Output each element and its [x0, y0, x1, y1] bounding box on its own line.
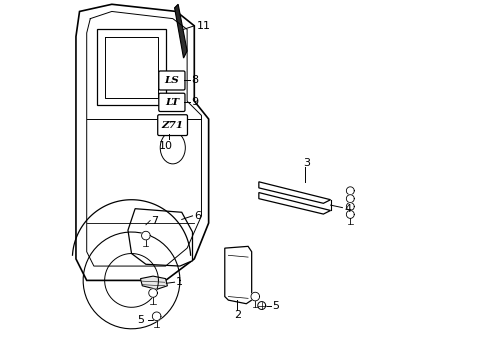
FancyBboxPatch shape	[158, 115, 187, 135]
Text: 6: 6	[194, 211, 201, 221]
Text: 5: 5	[271, 301, 278, 311]
Polygon shape	[258, 182, 330, 203]
Polygon shape	[346, 211, 353, 219]
Text: 2: 2	[234, 310, 241, 320]
Text: 3: 3	[303, 158, 310, 168]
Ellipse shape	[160, 132, 185, 164]
FancyBboxPatch shape	[159, 71, 184, 90]
Polygon shape	[76, 4, 208, 280]
Text: LT: LT	[164, 98, 179, 107]
Polygon shape	[142, 231, 150, 240]
Text: Z71: Z71	[161, 121, 183, 130]
Polygon shape	[152, 312, 161, 320]
Polygon shape	[346, 203, 353, 211]
Text: 1: 1	[175, 277, 183, 287]
Text: 11: 11	[196, 21, 210, 31]
Polygon shape	[346, 195, 353, 203]
FancyBboxPatch shape	[159, 93, 184, 112]
Polygon shape	[128, 209, 192, 266]
Polygon shape	[97, 30, 165, 105]
Text: LS: LS	[164, 76, 179, 85]
Polygon shape	[258, 193, 330, 214]
Text: 5: 5	[137, 315, 143, 325]
Polygon shape	[140, 276, 167, 289]
Text: 9: 9	[191, 97, 198, 107]
Text: 8: 8	[191, 75, 198, 85]
Polygon shape	[224, 246, 251, 304]
Polygon shape	[250, 292, 259, 301]
Polygon shape	[346, 187, 353, 195]
Text: 4: 4	[344, 204, 351, 214]
Polygon shape	[148, 289, 157, 297]
Text: 10: 10	[159, 141, 173, 151]
Text: 7: 7	[151, 216, 158, 225]
Polygon shape	[174, 4, 187, 58]
